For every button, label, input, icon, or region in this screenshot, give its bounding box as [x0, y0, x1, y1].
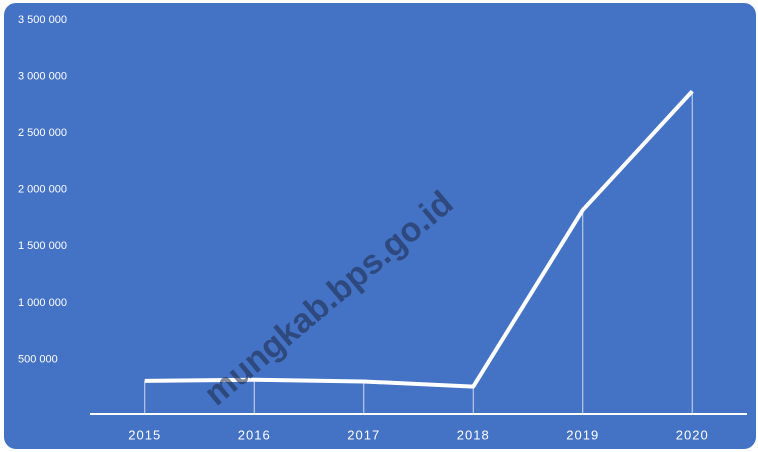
- x-tick-label: 2016: [238, 427, 271, 442]
- y-tick-label: 500 000: [18, 353, 58, 365]
- y-tick-label: 2 000 000: [18, 184, 67, 196]
- x-tick-label: 2017: [347, 427, 380, 442]
- y-tick-label: 3 500 000: [18, 14, 67, 26]
- x-tick-label: 2015: [128, 427, 161, 442]
- x-tick-label: 2018: [457, 427, 490, 442]
- data-line: [144, 89, 694, 389]
- y-tick-label: 2 500 000: [18, 127, 67, 139]
- x-tick-label: 2019: [566, 427, 599, 442]
- chart-background: [4, 3, 756, 449]
- y-tick-label: 1 000 000: [18, 297, 67, 309]
- x-tick-label: 2020: [676, 427, 709, 442]
- y-tick-label: 3 000 000: [18, 70, 67, 82]
- y-tick-label: 1 500 000: [18, 240, 67, 252]
